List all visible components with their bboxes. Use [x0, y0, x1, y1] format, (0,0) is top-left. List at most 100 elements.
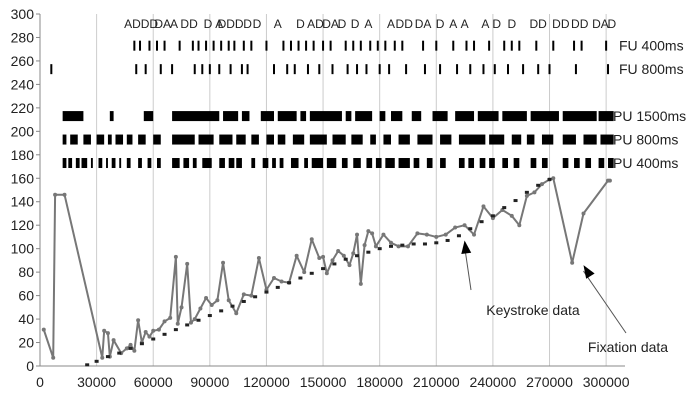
event-label: D [507, 17, 516, 31]
keystroke-point [309, 271, 314, 275]
fu400-tick [282, 40, 285, 51]
pu800-bar [277, 134, 286, 145]
event-label: A [481, 17, 489, 31]
fu400-tick [329, 40, 332, 51]
keystroke-point [468, 227, 473, 231]
fu800-tick [208, 64, 211, 75]
pu800-bar [138, 134, 146, 145]
pu800-bar [219, 134, 233, 145]
y-tick-label: 60 [18, 288, 34, 304]
fu800-tick [405, 64, 408, 75]
pu400-bar [81, 158, 88, 169]
fixation-point [162, 319, 167, 324]
row-label: PU 400ms [613, 155, 678, 171]
pu400-bar [157, 158, 161, 169]
keystroke-point [524, 190, 529, 194]
fixation-point [192, 317, 197, 322]
keystroke-point [366, 250, 371, 254]
fu400-tick [552, 40, 555, 51]
fu800-tick [240, 64, 243, 75]
keystroke-point [479, 220, 484, 224]
fu400-tick [573, 40, 576, 51]
fu400-tick [205, 40, 208, 51]
pu800-bar [96, 134, 105, 145]
fixation-point [179, 305, 184, 310]
keystroke-point [219, 309, 224, 313]
pu800-bar [172, 134, 195, 145]
fu800-tick [607, 64, 610, 75]
fixation-point [175, 321, 180, 326]
keystroke-point [490, 214, 495, 218]
pu400-bar [479, 158, 486, 169]
pu400-bar [68, 158, 73, 169]
x-tick-label: 0 [36, 374, 44, 390]
fu800-tick [218, 64, 221, 75]
fu800-tick [201, 64, 204, 75]
fixation-point [317, 256, 322, 261]
fixation-point [462, 223, 467, 228]
fu800-tick [135, 64, 138, 75]
pu400-bar [279, 158, 284, 169]
pu800-bar [370, 134, 376, 145]
pu400-bar [75, 158, 80, 169]
row-label: FU 400ms [619, 38, 684, 54]
keystroke-point [275, 285, 280, 289]
x-tick-label: 150000 [300, 374, 347, 390]
fixation-point [607, 178, 612, 183]
pu400-bar [90, 158, 93, 169]
row-label: PU 800ms [613, 132, 678, 148]
fu400-tick [212, 40, 215, 51]
pu400-bar [326, 158, 337, 169]
pu800-bar [153, 134, 161, 145]
fixation-point [389, 240, 393, 245]
fu800-tick [229, 64, 232, 75]
fu400-tick [139, 40, 142, 51]
fixation-point [256, 256, 261, 261]
x-tick-label: 240000 [470, 374, 517, 390]
event-label: A [170, 17, 178, 31]
fixation-point [551, 176, 556, 181]
event-label: DD [530, 17, 548, 31]
pu1500-bar [432, 111, 448, 122]
pu400-bar [262, 158, 269, 169]
event-label: AD [124, 17, 141, 31]
fu800-tick [456, 64, 459, 75]
fixation-point [143, 329, 148, 334]
pu800-bar [126, 134, 133, 145]
fu800-tick [507, 64, 509, 75]
y-tick-label: 0 [26, 358, 34, 374]
event-label: D [204, 17, 213, 31]
pu800-bar [511, 134, 522, 145]
keystroke-point [94, 359, 99, 363]
event-label: A [364, 17, 372, 31]
pu800-bar [292, 134, 305, 145]
fixation-point [62, 192, 67, 197]
fu400-tick [220, 40, 223, 51]
pu400-bar [353, 158, 361, 169]
pu1500-bar [379, 111, 386, 122]
fixation-point [366, 229, 371, 234]
pu400-bar [426, 158, 433, 169]
fu400-tick [503, 40, 506, 51]
fu400-tick [289, 40, 292, 51]
fixation-point [51, 355, 56, 360]
fixation-point [272, 276, 276, 280]
event-label: A [449, 17, 457, 31]
fu400-tick [148, 40, 151, 51]
event-label: DA [154, 17, 171, 31]
fu400-tick [376, 40, 379, 51]
pu400-bar [219, 158, 225, 169]
fixation-point [443, 232, 448, 237]
y-tick-label: 220 [11, 100, 35, 116]
fu400-tick [535, 40, 538, 51]
pu400-bar [562, 158, 569, 169]
fu400-tick [197, 40, 200, 51]
fu800-tick [273, 64, 275, 75]
fu800-tick [159, 64, 162, 75]
annotation-arrow-head [583, 265, 595, 279]
fixation-line [42, 177, 610, 359]
fixation-point [226, 298, 231, 303]
event-label: DA [322, 17, 339, 31]
pu800-bar [309, 134, 327, 145]
pu800-bar [440, 134, 452, 145]
